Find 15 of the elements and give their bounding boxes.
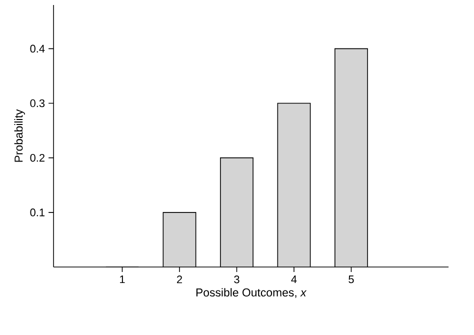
x-tick-label: 2 bbox=[176, 276, 182, 284]
x-axis-title: Possible Outcomes, x bbox=[196, 288, 307, 298]
bar bbox=[220, 158, 254, 267]
y-tick-label: 0.3 bbox=[30, 99, 45, 108]
bar bbox=[334, 48, 368, 267]
x-tick-label: 4 bbox=[291, 276, 297, 284]
x-tick-label: 3 bbox=[234, 276, 240, 284]
bar bbox=[163, 212, 196, 267]
x-tick-label: 1 bbox=[120, 276, 125, 284]
x-tick-label: 5 bbox=[348, 276, 354, 284]
y-axis-title: Probability bbox=[14, 109, 25, 162]
y-tick-label: 0.4 bbox=[30, 44, 45, 53]
y-tick-label: 0.1 bbox=[30, 208, 44, 216]
bar bbox=[278, 103, 310, 267]
y-tick-label: 0.2 bbox=[30, 154, 44, 162]
